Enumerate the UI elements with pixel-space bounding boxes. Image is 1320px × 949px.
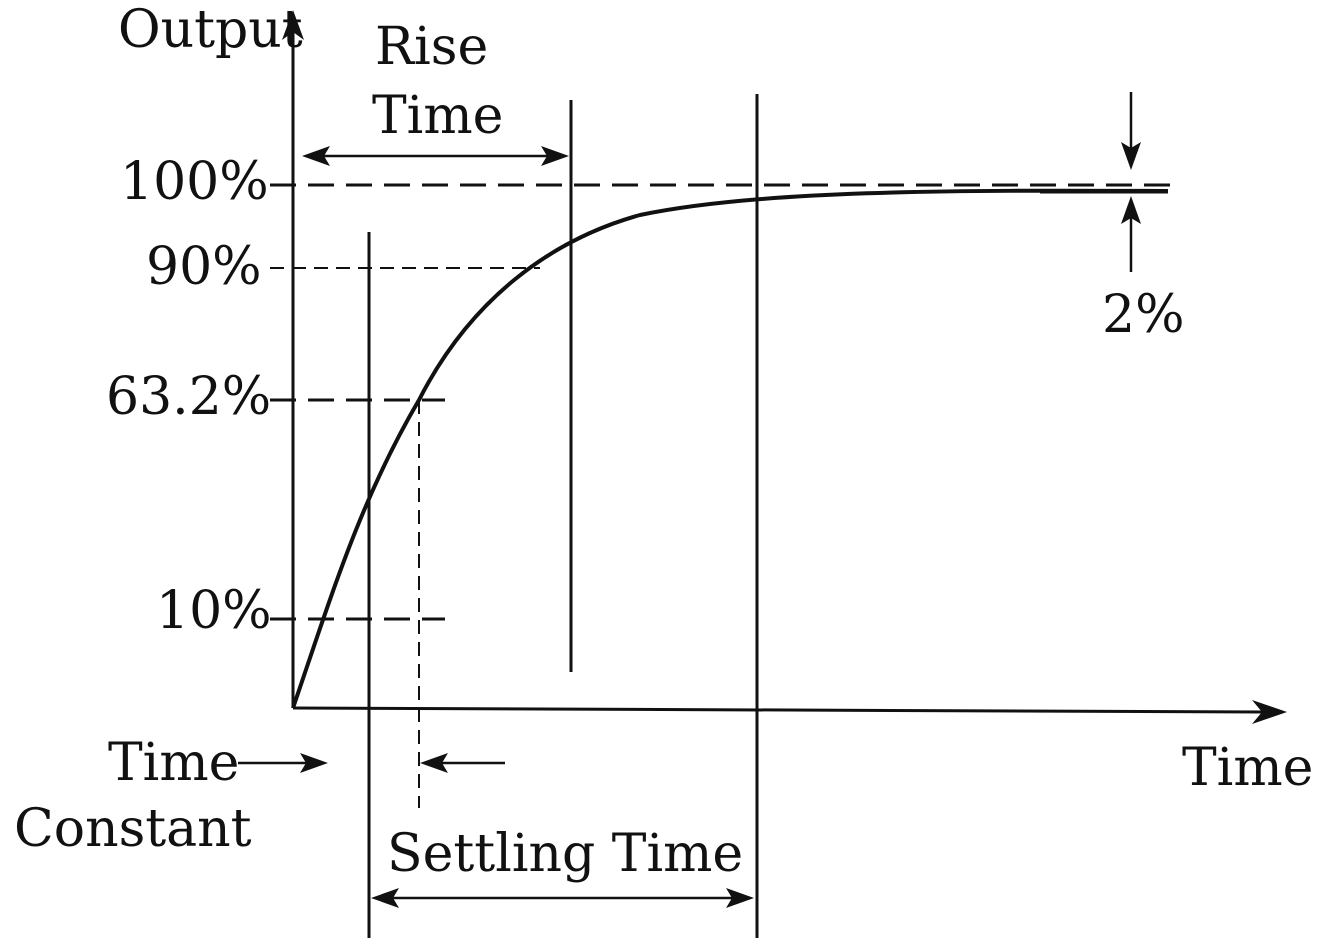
response-curve xyxy=(291,188,1169,709)
time-axis-label: Time xyxy=(1182,738,1313,798)
time-constant-arrowhead-left xyxy=(420,753,448,773)
time-constant-label-line2: Constant xyxy=(14,799,252,859)
y-axis-arrowhead xyxy=(282,10,304,40)
tolerance-label: 2% xyxy=(1102,285,1185,345)
pct-100-label: 100% xyxy=(120,152,269,212)
time-constant-label-line1: Time xyxy=(108,733,239,793)
pct-90-label: 90% xyxy=(146,237,262,297)
rise-time-arrowhead-left xyxy=(302,146,330,166)
rise-time-label-line2: Time xyxy=(372,86,503,146)
tolerance-arrowhead-down xyxy=(1121,142,1141,170)
time-constant-arrowhead-right xyxy=(300,753,328,773)
settling-time-label: Settling Time xyxy=(387,824,743,884)
x-axis-arrowhead xyxy=(1252,700,1287,724)
settling-time-arrowhead-right xyxy=(726,888,754,908)
pct-10-label: 10% xyxy=(156,581,272,641)
rise-time-arrowhead-right xyxy=(541,146,569,166)
settling-time-arrowhead-left xyxy=(371,888,399,908)
tolerance-arrowhead-up xyxy=(1121,196,1141,224)
rise-time-label-line1: Rise xyxy=(375,17,488,77)
output-axis-label: Output xyxy=(118,0,303,60)
pct-63-label: 63.2% xyxy=(106,367,271,427)
x-axis xyxy=(292,706,1263,714)
